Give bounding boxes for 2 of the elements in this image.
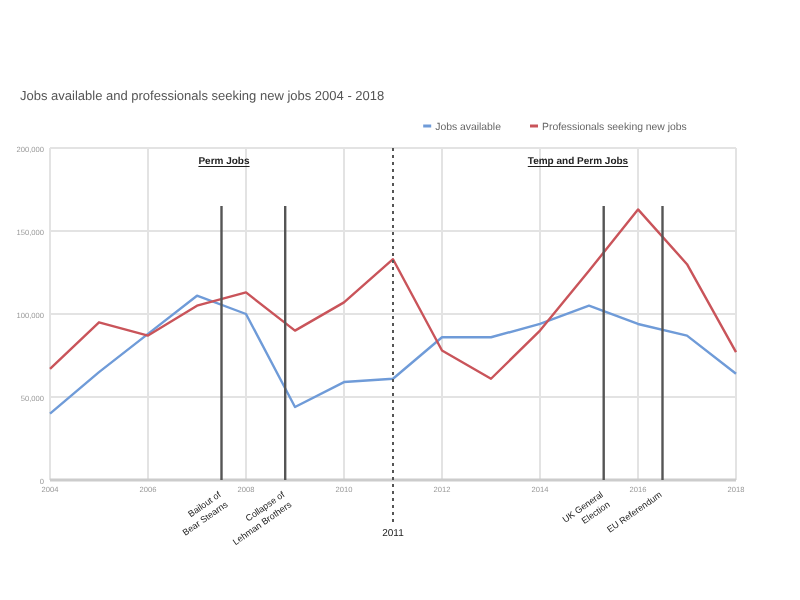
line-series: [48, 208, 738, 380]
line-series: [48, 294, 738, 415]
